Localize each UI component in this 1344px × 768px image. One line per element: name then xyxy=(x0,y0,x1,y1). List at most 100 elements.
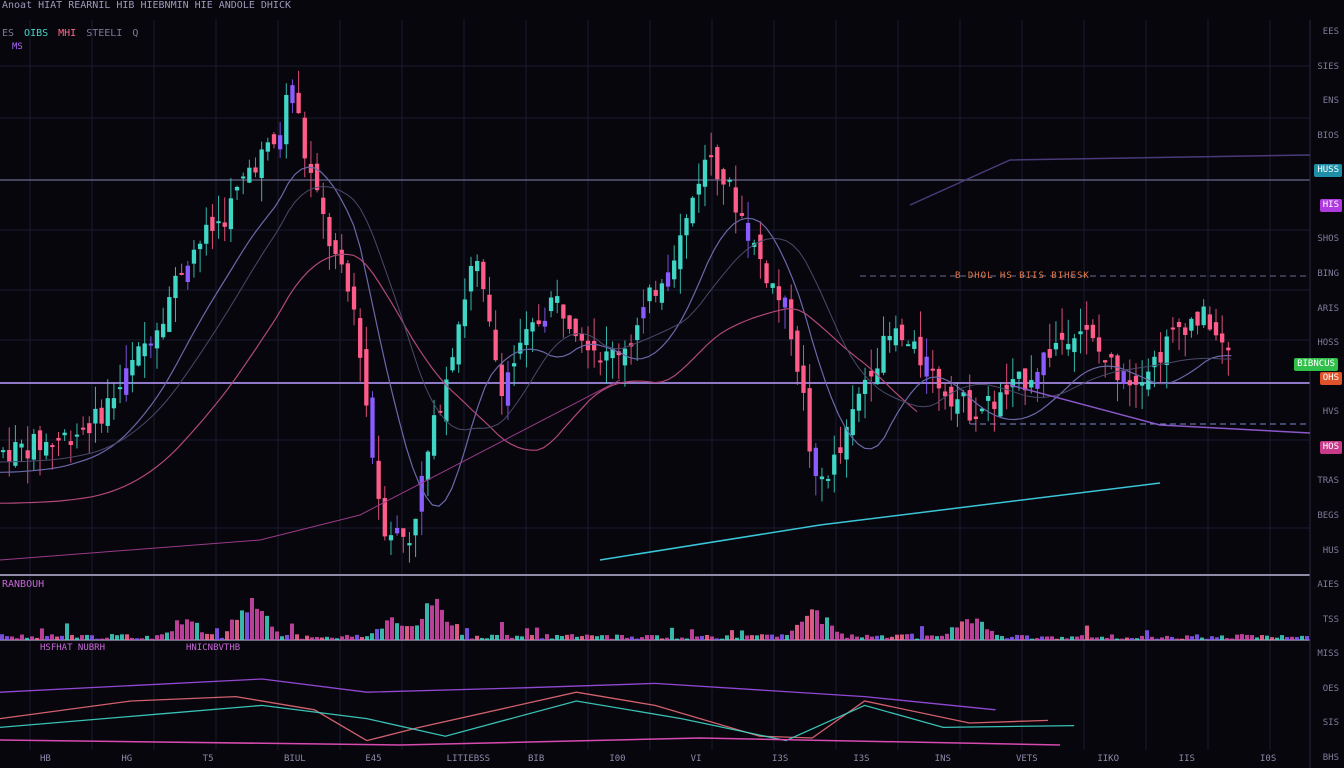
toolbar-item-2[interactable]: MHI xyxy=(58,28,77,39)
volume-bar xyxy=(180,624,184,640)
volume-bar xyxy=(875,635,879,640)
volume-bar xyxy=(145,635,149,640)
volume-bar xyxy=(990,630,994,640)
candle-body xyxy=(727,179,732,182)
volume-bar xyxy=(840,633,844,640)
candle-body xyxy=(930,368,935,371)
volume-bar xyxy=(905,634,909,640)
candle-body xyxy=(351,286,357,310)
candle-body xyxy=(216,221,221,224)
trend-line xyxy=(0,379,621,561)
volume-bar xyxy=(495,634,499,640)
candle-body xyxy=(105,398,110,426)
volume-bar xyxy=(975,618,979,640)
candle-body xyxy=(204,224,209,244)
candle-body xyxy=(173,275,178,299)
moving-average-line xyxy=(0,166,1232,507)
volume-bar xyxy=(450,625,454,640)
candle-body xyxy=(191,249,197,264)
candle-body xyxy=(333,240,338,255)
volume-bar xyxy=(340,636,344,640)
volume-bar xyxy=(575,636,579,640)
candle-body xyxy=(241,176,246,179)
volume-bar xyxy=(560,636,564,640)
volume-bar xyxy=(1080,635,1084,640)
price-axis-label: SIS xyxy=(1322,718,1339,729)
candle-body xyxy=(228,198,234,230)
volume-bar xyxy=(445,621,449,640)
candle-body xyxy=(530,322,535,332)
volume-bar xyxy=(310,637,314,640)
price-axis-label: SIES xyxy=(1317,61,1339,72)
volume-bar xyxy=(590,635,594,640)
price-axis-label: BING xyxy=(1317,269,1339,279)
volume-bar xyxy=(370,633,374,640)
volume-bar xyxy=(10,636,14,640)
volume-bar xyxy=(510,637,514,640)
volume-bar xyxy=(980,621,984,640)
candle-body xyxy=(321,197,326,214)
candle-body xyxy=(838,447,843,454)
trend-line xyxy=(909,154,1311,206)
candle-body xyxy=(579,333,584,341)
candle-body xyxy=(296,92,301,114)
candle-body xyxy=(844,426,849,460)
volume-bar xyxy=(1295,637,1299,640)
volume-bar xyxy=(735,637,739,640)
candle-body xyxy=(499,364,504,397)
volume-bar xyxy=(90,635,94,640)
candle-body xyxy=(789,299,794,340)
candle-body xyxy=(850,409,855,436)
candle-body xyxy=(622,348,628,366)
toolbar-item-3[interactable]: STEELI xyxy=(86,28,123,39)
toolbar-item-4[interactable]: Q xyxy=(132,28,139,39)
volume-pane-label: RANBOUH xyxy=(2,579,45,590)
volume-bar xyxy=(120,634,124,640)
candle-body xyxy=(542,320,548,327)
toolbar[interactable]: ES OIBS MHI STEELI Q xyxy=(2,28,138,39)
volume-bar xyxy=(745,635,749,640)
volume-bar xyxy=(670,627,674,640)
price-axis-label: MISS xyxy=(1317,649,1339,660)
volume-bar xyxy=(870,636,874,640)
volume-bar xyxy=(95,638,99,640)
candle-body xyxy=(265,142,270,152)
candle-body xyxy=(764,263,769,284)
price-axis-label: AIES xyxy=(1317,580,1339,591)
volume-bar xyxy=(1190,636,1194,640)
candle-body xyxy=(99,407,104,424)
oscillator-label-2: HNICNBVTHB xyxy=(186,643,241,653)
volume-bar xyxy=(65,623,69,640)
volume-bar xyxy=(295,634,299,640)
volume-bar xyxy=(210,634,214,640)
volume-bar xyxy=(740,630,744,640)
time-axis-label: T5 xyxy=(202,754,214,764)
candle-body xyxy=(1207,314,1213,330)
candle-body xyxy=(1053,342,1059,350)
volume-bar xyxy=(1125,637,1129,640)
volume-bar xyxy=(1045,636,1049,640)
volume-bar xyxy=(1210,636,1214,640)
volume-bar xyxy=(345,634,349,640)
candle-body xyxy=(949,386,954,407)
candle-body xyxy=(936,368,942,389)
candle-body xyxy=(801,365,806,393)
toolbar-item-0[interactable]: ES xyxy=(2,28,15,39)
volume-bar xyxy=(915,638,919,640)
candle-body xyxy=(1066,343,1071,350)
candle-body xyxy=(364,349,369,406)
volume-bar xyxy=(1065,638,1069,640)
volume-bar xyxy=(900,634,904,640)
current-price-tag: BIBNCUS xyxy=(1294,358,1338,371)
volume-bar xyxy=(200,632,204,640)
candle-body xyxy=(339,249,344,265)
volume-bar xyxy=(850,634,854,640)
candle-body xyxy=(684,218,689,236)
volume-bar xyxy=(1020,635,1024,640)
candle-body xyxy=(7,450,12,462)
time-axis-label: LITIEBSS xyxy=(446,754,491,764)
candle-body xyxy=(1047,348,1052,358)
toolbar-item-1[interactable]: OIBS xyxy=(24,28,49,39)
volume-bar xyxy=(1060,636,1064,640)
